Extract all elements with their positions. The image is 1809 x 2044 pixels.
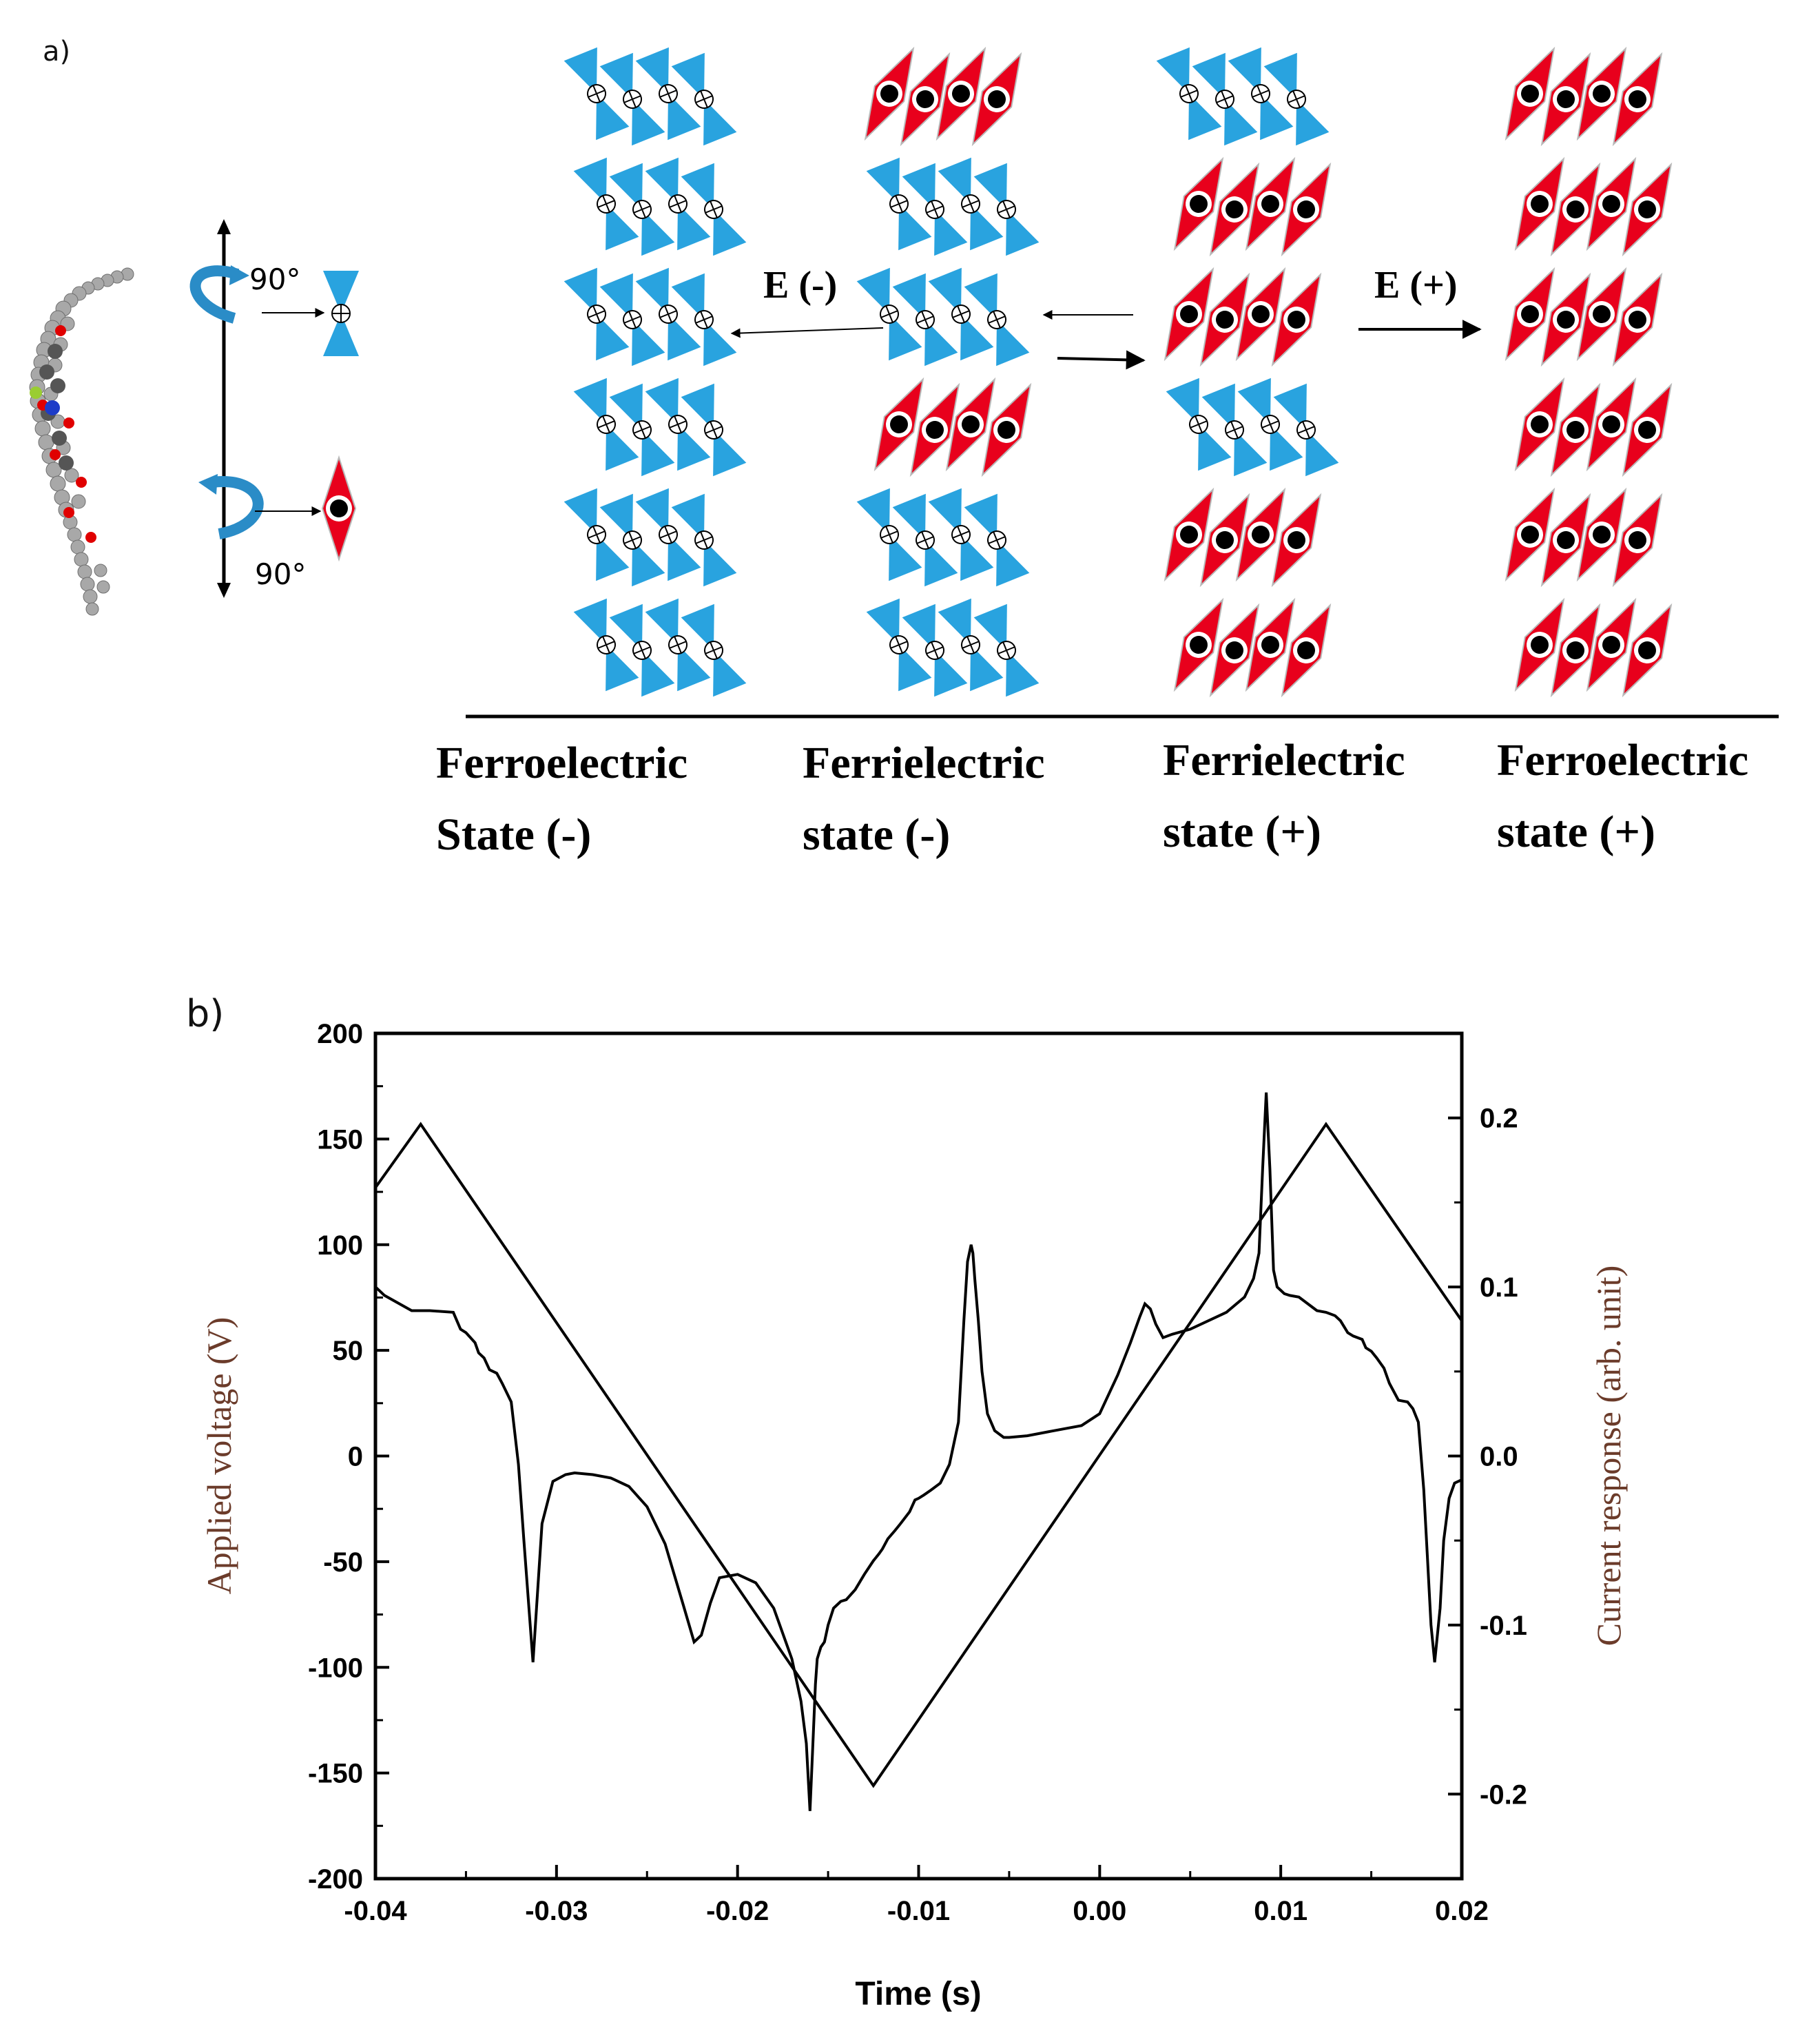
y-left-tick-label: -200 <box>308 1864 363 1895</box>
panel-b-label: b) <box>186 992 225 1035</box>
molecule-model <box>29 267 134 616</box>
blue-unit-legend-icon <box>322 270 360 357</box>
ferroelectric-switching-schematic: 90° 90° E (-) E (+) <box>29 40 1779 719</box>
field-arrows <box>730 310 1482 370</box>
x-tick-label: -0.04 <box>344 1896 407 1926</box>
y-right-tick-label: -0.2 <box>1480 1779 1527 1810</box>
right-axis-title: Current response (arb. unit) <box>1589 1266 1628 1646</box>
y-right-tick-label: 0.2 <box>1480 1104 1518 1134</box>
y-left-tick-label: -100 <box>308 1653 363 1683</box>
rotation-angle-top: 90° <box>249 262 300 296</box>
panel-a-label: a) <box>43 36 71 68</box>
x-tick-label: 0.01 <box>1254 1896 1307 1926</box>
rotation-axis-diagram <box>189 219 325 598</box>
rotation-angle-bottom: 90° <box>255 557 306 591</box>
state-label-ferrielectric-positive: Ferrielectric state (+) <box>1163 735 1405 857</box>
red-unit-legend-icon <box>322 457 356 560</box>
y-left-tick-label: 100 <box>317 1230 363 1261</box>
state-label-ferrielectric-negative: Ferrielectric state (-) <box>803 738 1045 860</box>
applied-voltage-series <box>374 1122 1463 1788</box>
y-left-tick-label: -150 <box>308 1759 363 1789</box>
y-left-tick-label: 50 <box>333 1336 364 1366</box>
x-axis-title: Time (s) <box>855 1976 981 2012</box>
x-tick-label: -0.02 <box>706 1896 769 1926</box>
layer-stacks <box>563 40 1686 704</box>
x-tick-label: -0.03 <box>525 1896 588 1926</box>
y-right-tick-label: -0.1 <box>1480 1611 1527 1641</box>
y-left-tick-label: 150 <box>317 1124 363 1155</box>
switching-current-chart: -0.04 -0.03 -0.02 -0.01 0.00 0.01 0.02 2001501… <box>200 1019 1628 2012</box>
plot-frame <box>373 1031 1464 1881</box>
x-tick-label: 0.00 <box>1073 1896 1126 1926</box>
state-label-ferroelectric-positive: Ferroelectric state (+) <box>1497 735 1749 857</box>
y-left-tick-label: 0 <box>348 1442 363 1472</box>
field-negative-label: E (-) <box>763 264 837 307</box>
y-left-tick-label: 200 <box>317 1019 363 1049</box>
current-response-series <box>374 1092 1462 1811</box>
field-positive-label: E (+) <box>1374 264 1458 307</box>
y-left-tick-label: -50 <box>323 1547 363 1578</box>
x-tick-label: -0.01 <box>887 1896 950 1926</box>
left-axis-title: Applied voltage (V) <box>200 1317 238 1595</box>
y-right-tick-label: 0.0 <box>1480 1442 1518 1472</box>
state-label-ferroelectric-negative: Ferroelectric State (-) <box>436 738 688 860</box>
y-right-tick-label: 0.1 <box>1480 1272 1518 1303</box>
x-tick-label: 0.02 <box>1435 1896 1489 1926</box>
